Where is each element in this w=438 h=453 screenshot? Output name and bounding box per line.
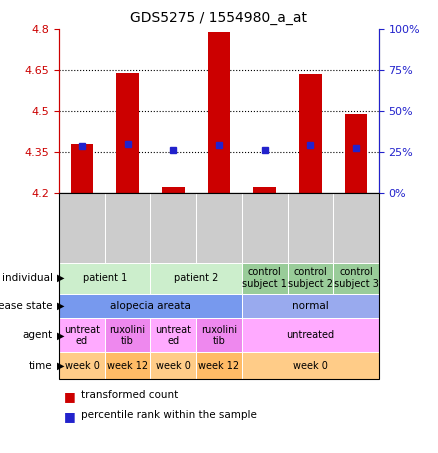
- Bar: [299, 74, 322, 193]
- Text: ▶: ▶: [57, 361, 64, 371]
- Bar: [208, 32, 230, 193]
- Text: untreat
ed: untreat ed: [155, 325, 191, 346]
- Text: transformed count: transformed count: [81, 390, 178, 400]
- Text: disease state: disease state: [0, 301, 53, 311]
- Text: week 0: week 0: [64, 361, 99, 371]
- Text: ■: ■: [64, 410, 75, 424]
- Text: untreated: untreated: [286, 330, 335, 341]
- Bar: [345, 114, 367, 193]
- Bar: [116, 73, 139, 193]
- Text: untreat
ed: untreat ed: [64, 325, 100, 346]
- Text: patient 2: patient 2: [174, 273, 219, 283]
- Text: ruxolini
tib: ruxolini tib: [201, 325, 237, 346]
- Bar: [71, 144, 93, 193]
- Text: normal: normal: [292, 301, 329, 311]
- Text: ▶: ▶: [57, 273, 64, 283]
- Bar: [162, 187, 185, 193]
- Bar: [253, 187, 276, 193]
- Text: control
subject 3: control subject 3: [334, 267, 378, 289]
- Text: week 12: week 12: [107, 361, 148, 371]
- Text: week 0: week 0: [156, 361, 191, 371]
- Text: ruxolini
tib: ruxolini tib: [110, 325, 146, 346]
- Text: week 12: week 12: [198, 361, 240, 371]
- Text: patient 1: patient 1: [83, 273, 127, 283]
- Text: alopecia areata: alopecia areata: [110, 301, 191, 311]
- Text: percentile rank within the sample: percentile rank within the sample: [81, 410, 257, 420]
- Text: individual: individual: [2, 273, 53, 283]
- Text: ▶: ▶: [57, 330, 64, 341]
- Text: ▶: ▶: [57, 301, 64, 311]
- Text: ■: ■: [64, 390, 75, 403]
- Text: control
subject 2: control subject 2: [288, 267, 333, 289]
- Text: control
subject 1: control subject 1: [242, 267, 287, 289]
- Text: GDS5275 / 1554980_a_at: GDS5275 / 1554980_a_at: [131, 11, 307, 25]
- Text: agent: agent: [22, 330, 53, 341]
- Text: time: time: [29, 361, 53, 371]
- Text: week 0: week 0: [293, 361, 328, 371]
